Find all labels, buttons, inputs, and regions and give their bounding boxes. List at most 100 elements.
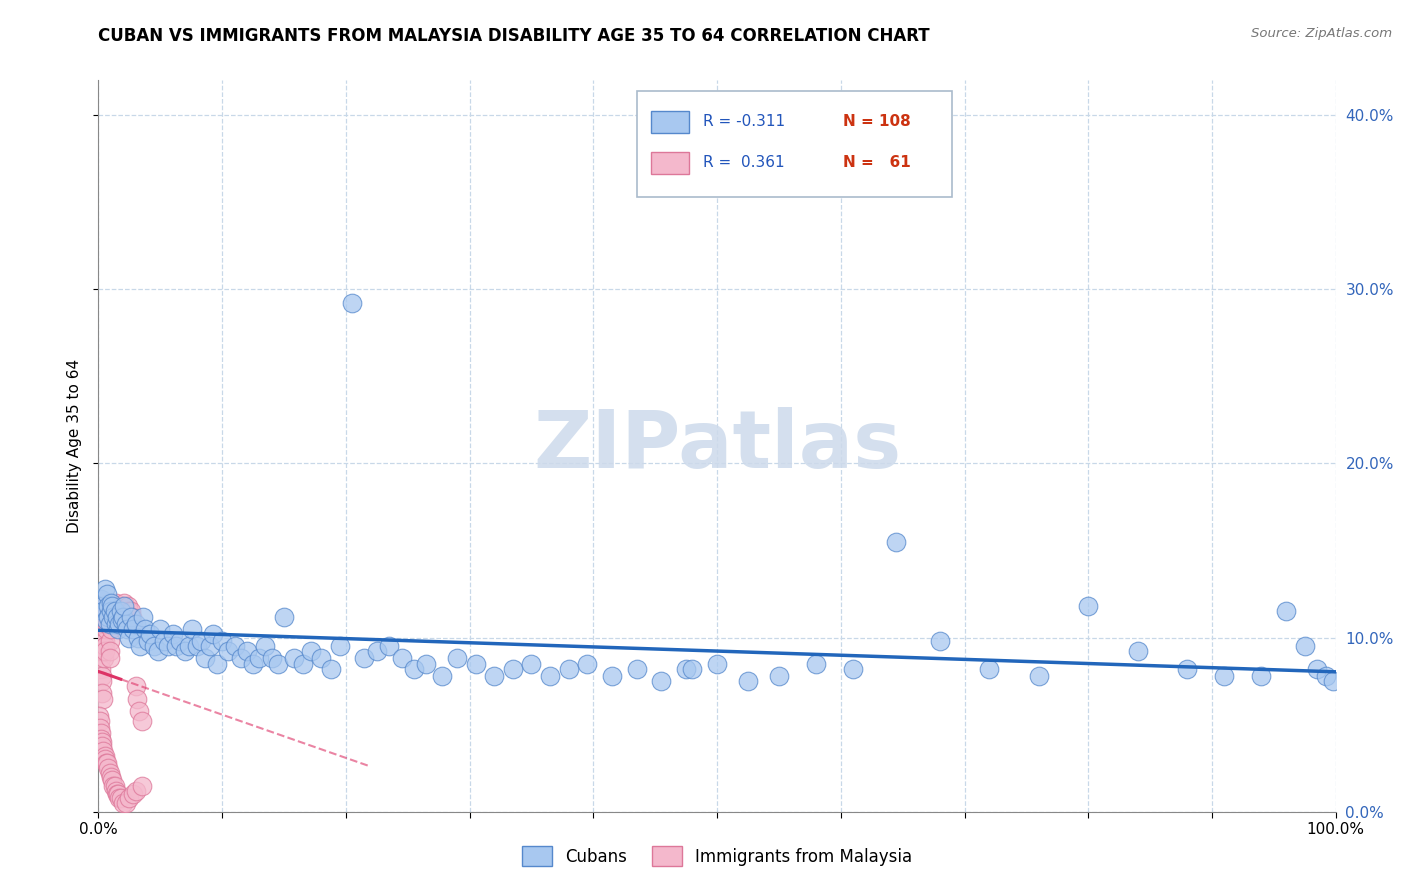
Point xyxy=(979,662,1001,676)
Point xyxy=(93,752,115,766)
Point xyxy=(194,651,217,665)
Point xyxy=(484,669,506,683)
Point xyxy=(124,679,146,693)
Point xyxy=(110,790,132,805)
Point xyxy=(115,622,138,636)
Point xyxy=(1275,604,1298,618)
Point xyxy=(675,662,697,676)
Point xyxy=(340,296,363,310)
Point xyxy=(91,691,114,706)
Point xyxy=(89,634,111,648)
Point xyxy=(120,604,142,618)
Point xyxy=(105,609,128,624)
Point xyxy=(1322,674,1344,689)
Point xyxy=(107,604,129,618)
Point xyxy=(97,761,120,775)
Point xyxy=(174,644,197,658)
Point xyxy=(706,657,728,671)
Y-axis label: Disability Age 35 to 64: Disability Age 35 to 64 xyxy=(67,359,83,533)
Point xyxy=(104,604,127,618)
Point xyxy=(309,651,332,665)
Point xyxy=(101,604,124,618)
Point xyxy=(402,662,425,676)
Point xyxy=(96,609,118,624)
Point xyxy=(134,622,156,636)
Point xyxy=(1028,669,1050,683)
Point xyxy=(107,622,129,636)
Point xyxy=(229,651,252,665)
Point xyxy=(100,604,122,618)
Point xyxy=(111,613,134,627)
Point xyxy=(127,631,149,645)
Point xyxy=(114,616,136,631)
Point xyxy=(100,596,122,610)
Point xyxy=(254,640,277,654)
Point xyxy=(104,784,127,798)
Point xyxy=(283,651,305,665)
Point xyxy=(98,651,121,665)
Point xyxy=(366,644,388,658)
Point xyxy=(97,609,120,624)
Point xyxy=(464,657,486,671)
Point xyxy=(97,604,120,618)
Point xyxy=(103,599,125,614)
Point xyxy=(132,609,155,624)
Point xyxy=(205,657,228,671)
Bar xyxy=(651,111,689,133)
Point xyxy=(89,644,111,658)
Point xyxy=(1175,662,1198,676)
Point xyxy=(446,651,468,665)
Point xyxy=(211,634,233,648)
Point xyxy=(115,609,138,624)
Text: R =  0.361: R = 0.361 xyxy=(703,155,785,170)
Point xyxy=(103,609,125,624)
Point xyxy=(103,609,125,624)
Legend: Cubans, Immigrants from Malaysia: Cubans, Immigrants from Malaysia xyxy=(515,839,920,873)
Point xyxy=(842,662,865,676)
Point xyxy=(600,669,623,683)
Point xyxy=(432,669,454,683)
Point xyxy=(91,739,114,753)
FancyBboxPatch shape xyxy=(637,91,952,197)
Point xyxy=(146,644,169,658)
Point xyxy=(105,609,128,624)
Text: ZIPatlas: ZIPatlas xyxy=(533,407,901,485)
Point xyxy=(93,634,115,648)
Point xyxy=(87,709,110,723)
Point xyxy=(105,599,128,614)
Point xyxy=(101,773,124,788)
Point xyxy=(96,756,118,770)
Point xyxy=(391,651,413,665)
Point xyxy=(100,770,122,784)
Point xyxy=(101,599,124,614)
Point xyxy=(93,651,115,665)
Point xyxy=(97,604,120,618)
Point xyxy=(291,657,314,671)
Point xyxy=(108,790,131,805)
Point xyxy=(198,640,221,654)
Point xyxy=(520,657,543,671)
Point xyxy=(108,604,131,618)
Point xyxy=(186,640,208,654)
Point xyxy=(143,640,166,654)
Point xyxy=(93,749,115,764)
Point xyxy=(107,613,129,627)
Point xyxy=(112,599,135,614)
Point xyxy=(94,622,117,636)
Point xyxy=(101,604,124,618)
Point xyxy=(502,662,524,676)
Point xyxy=(139,627,162,641)
Point xyxy=(90,669,112,683)
Point xyxy=(162,627,184,641)
Point xyxy=(124,784,146,798)
Point xyxy=(538,669,561,683)
Point xyxy=(93,744,115,758)
Point xyxy=(110,599,132,614)
Point xyxy=(98,634,121,648)
Point xyxy=(118,604,141,618)
Point xyxy=(100,622,122,636)
Text: R = -0.311: R = -0.311 xyxy=(703,114,786,129)
Point xyxy=(329,640,352,654)
Point xyxy=(122,787,145,801)
Point xyxy=(112,796,135,810)
